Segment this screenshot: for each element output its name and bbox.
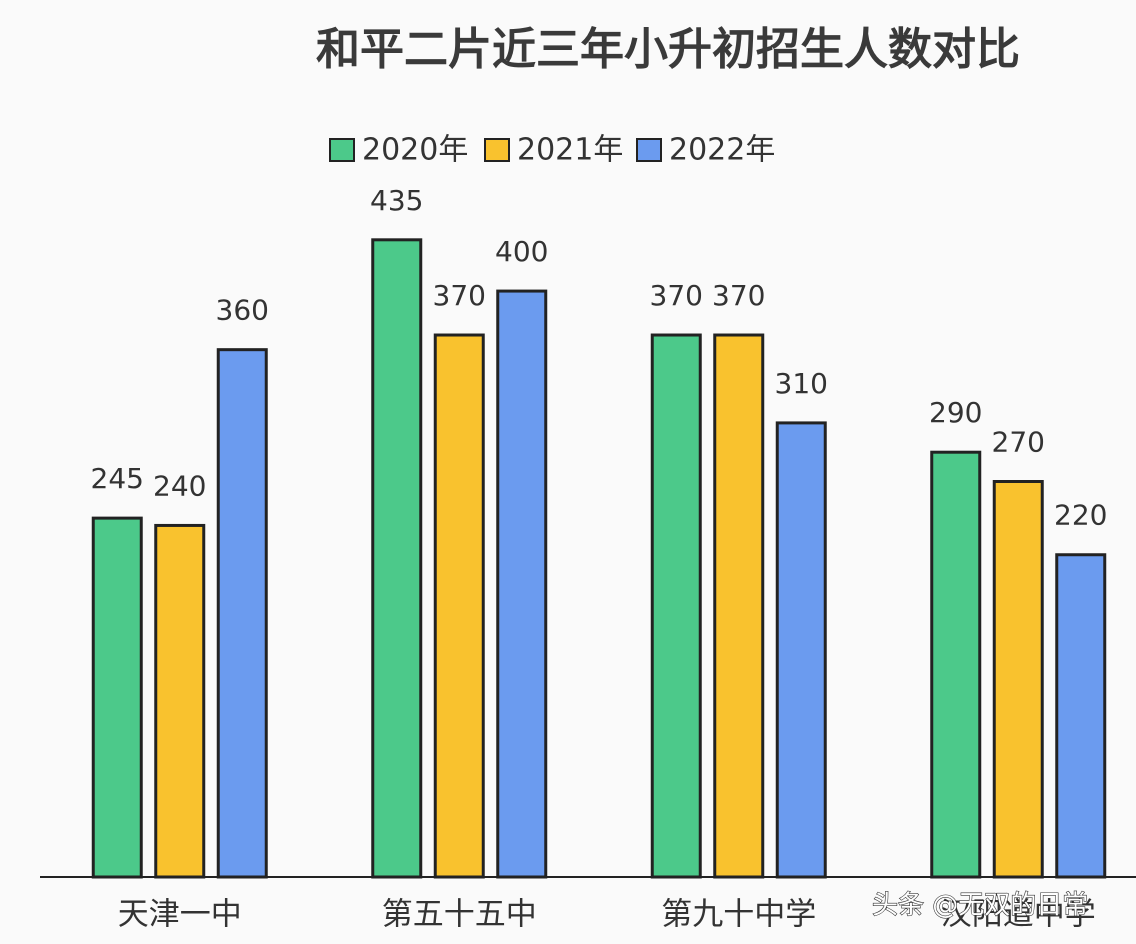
value-label: 370 <box>650 279 703 312</box>
legend-label: 2022年 <box>669 133 775 168</box>
x-tick-label: 第九十中学 <box>661 897 816 933</box>
value-label: 435 <box>370 184 423 217</box>
x-tick-label: 第五十五中 <box>382 897 537 933</box>
value-label: 240 <box>153 469 206 502</box>
value-label: 370 <box>433 279 486 312</box>
bar <box>433 333 485 879</box>
value-label: 290 <box>929 396 982 429</box>
bar <box>154 523 206 879</box>
legend-label: 2021年 <box>517 133 623 168</box>
bar <box>371 238 423 879</box>
bar <box>216 348 268 879</box>
value-label: 245 <box>91 462 144 495</box>
legend-swatch <box>484 138 510 162</box>
value-label: 400 <box>495 235 548 268</box>
value-label: 310 <box>775 367 828 400</box>
bar <box>1055 553 1107 879</box>
value-label: 360 <box>216 294 269 327</box>
bar <box>91 516 143 879</box>
x-tick-label: 汉阳道中学 <box>941 897 1096 933</box>
legend-swatch <box>329 138 355 162</box>
chart-title: 和平二片近三年小升初招生人数对比 <box>316 24 1020 75</box>
value-label: 370 <box>712 279 765 312</box>
bar <box>713 333 765 879</box>
bar <box>930 450 982 879</box>
legend-swatch <box>636 138 662 162</box>
legend-label: 2020年 <box>362 133 468 168</box>
bar <box>496 289 548 879</box>
value-label: 220 <box>1054 499 1107 532</box>
watermark: 头条 @无双的日常 <box>872 891 1088 921</box>
bar <box>650 333 702 879</box>
x-tick-label: 天津一中 <box>118 897 242 933</box>
bar <box>992 480 1044 879</box>
value-label: 270 <box>992 426 1045 459</box>
bar <box>775 421 827 879</box>
